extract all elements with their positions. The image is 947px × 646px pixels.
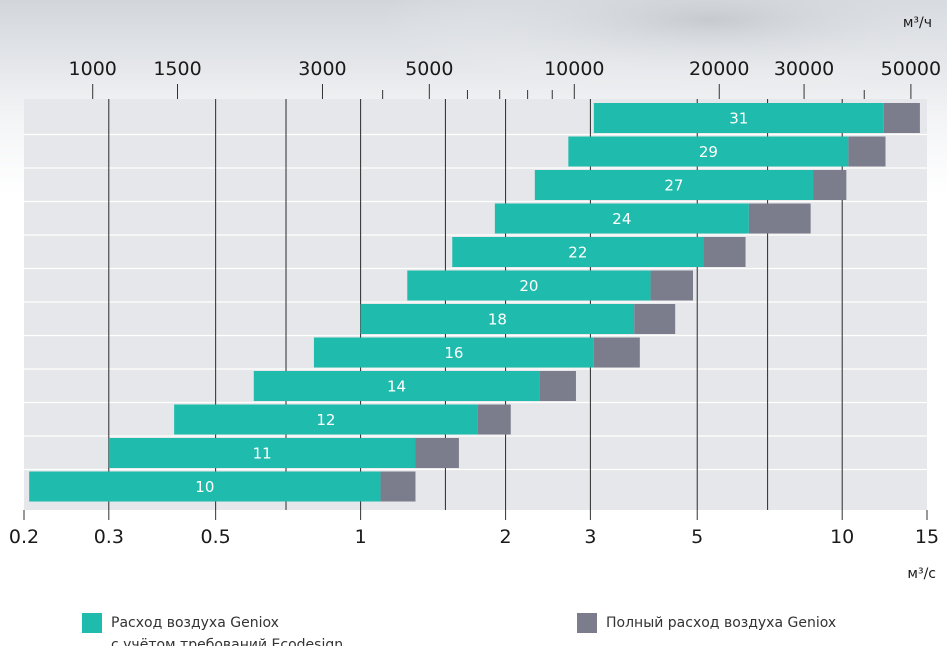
- bar-full-22: [703, 237, 746, 267]
- top-tick-label: 50000: [881, 58, 941, 80]
- bar-label-11: 11: [253, 445, 272, 463]
- bar-ecodesign-27: [534, 170, 814, 200]
- bar-ecodesign-10: [29, 471, 381, 502]
- top-tick-label: 1000: [69, 58, 117, 80]
- bottom-tick-label: 1: [355, 526, 367, 548]
- bar-full-10: [380, 471, 416, 502]
- bottom-tick-label: 10: [830, 526, 854, 548]
- bar-ecodesign-20: [407, 270, 651, 301]
- bar-ecodesign-12: [174, 404, 478, 435]
- bar-full-16: [593, 337, 640, 368]
- bar-full-31: [883, 103, 920, 133]
- legend-label-ecodesign-line2: с учётом требований Ecodesign: [111, 637, 343, 646]
- bottom-tick-label: 2: [500, 526, 512, 548]
- legend-label-full: Полный расход воздуха Geniox: [606, 615, 836, 631]
- bar-label-27: 27: [664, 177, 683, 195]
- bar-full-14: [539, 371, 576, 401]
- bottom-unit-label: м³/с: [907, 566, 936, 582]
- top-tick-label: 3000: [298, 58, 346, 80]
- bottom-tick-label: 3: [584, 526, 596, 548]
- bar-label-20: 20: [519, 277, 538, 295]
- bar-label-31: 31: [729, 110, 748, 128]
- bar-full-27: [813, 170, 847, 200]
- bar-label-24: 24: [612, 210, 631, 228]
- bar-ecodesign-31: [593, 103, 884, 133]
- bar-label-22: 22: [568, 244, 587, 262]
- top-tick-label: 5000: [405, 58, 453, 80]
- bar-label-29: 29: [699, 143, 718, 161]
- bar-full-24: [748, 203, 811, 234]
- bar-full-18: [634, 304, 676, 334]
- bars: 31 29 27 24 22 20 18 16 14 12 11 10: [29, 103, 920, 502]
- bar-label-16: 16: [444, 344, 463, 362]
- bottom-axis: 0.2 0.3 0.5 1 2 3 5 10 15: [9, 510, 939, 548]
- bar-label-18: 18: [488, 311, 507, 329]
- row-dividers: [24, 133, 927, 471]
- bar-full-12: [477, 404, 511, 435]
- bar-ecodesign-16: [313, 337, 594, 368]
- legend-label-ecodesign-line1: Расход воздуха Geniox: [111, 615, 279, 631]
- bar-ecodesign-11: [108, 438, 416, 468]
- bottom-tick-label: 15: [915, 526, 939, 548]
- bar-ecodesign-18: [360, 304, 635, 334]
- top-tick-label: 10000: [544, 58, 604, 80]
- top-tick-label: 20000: [689, 58, 749, 80]
- bar-full-20: [650, 270, 694, 301]
- bar-full-29: [848, 136, 886, 167]
- bottom-tick-label: 0.3: [94, 526, 124, 548]
- bottom-tick-label: 5: [691, 526, 703, 548]
- bar-full-11: [415, 438, 459, 468]
- bottom-tick-label: 0.2: [9, 526, 39, 548]
- top-axis: 1000 1500 3000 5000 10000 20000 30000 50000: [69, 58, 941, 99]
- top-tick-label: 30000: [774, 58, 834, 80]
- bottom-tick-label: 0.5: [201, 526, 231, 548]
- bar-ecodesign-22: [452, 237, 704, 267]
- bar-label-14: 14: [387, 378, 406, 396]
- legend-swatch-gray: [577, 613, 597, 633]
- bar-label-12: 12: [316, 411, 335, 429]
- top-tick-label: 1500: [153, 58, 201, 80]
- legend-swatch-teal: [82, 613, 102, 633]
- bar-ecodesign-24: [494, 203, 749, 234]
- bar-ecodesign-14: [253, 371, 540, 401]
- bar-label-10: 10: [195, 478, 214, 496]
- legend: Расход воздуха Geniox с учётом требовани…: [82, 613, 836, 646]
- bar-ecodesign-29: [568, 136, 849, 167]
- top-unit-label: м³/ч: [903, 15, 932, 31]
